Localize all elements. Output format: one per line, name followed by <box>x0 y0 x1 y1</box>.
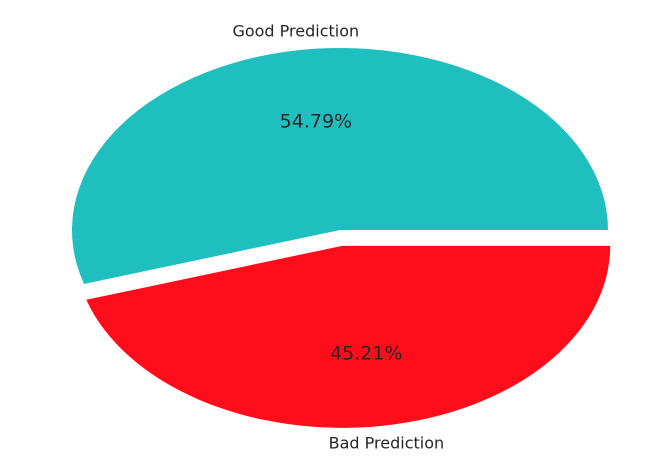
pie-slices <box>72 47 611 428</box>
pie-percent-label: 54.79% <box>280 111 352 133</box>
pie-category-label: Bad Prediction <box>329 433 445 452</box>
pie-labels: 54.79% Good Prediction 45.21% Bad Predictio… <box>232 22 444 453</box>
pie-percent-label: 45.21% <box>330 342 402 364</box>
pie-category-label: Good Prediction <box>232 22 359 41</box>
pie-slice-bad-prediction <box>86 245 611 428</box>
pie-slice-good-prediction <box>72 47 609 284</box>
